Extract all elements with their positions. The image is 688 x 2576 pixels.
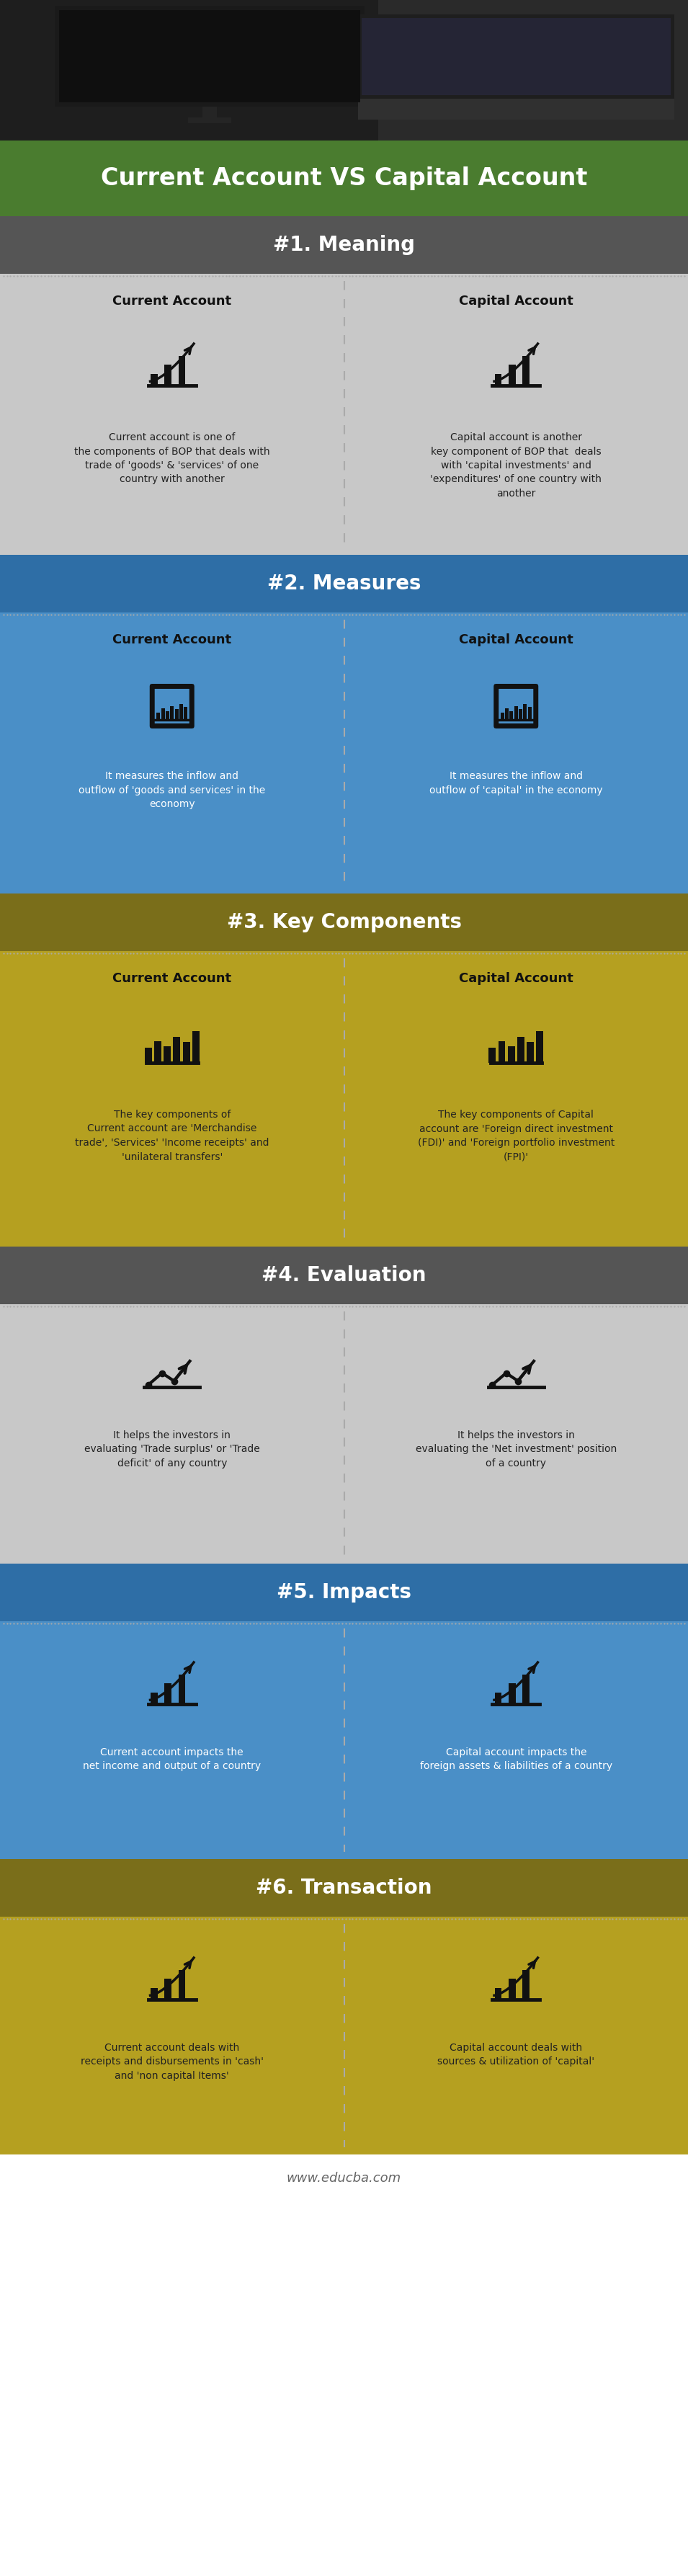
Text: Current Account: Current Account xyxy=(113,294,231,307)
Bar xyxy=(164,366,171,386)
Text: Current Account: Current Account xyxy=(113,634,231,647)
Bar xyxy=(192,1030,200,1064)
Bar xyxy=(522,1971,530,1999)
Bar xyxy=(495,1692,502,1703)
Text: Current Account: Current Account xyxy=(113,971,231,984)
Bar xyxy=(0,613,688,894)
Bar xyxy=(0,894,688,951)
Bar xyxy=(514,706,518,721)
Bar xyxy=(0,1620,688,1860)
Bar xyxy=(0,0,378,142)
Bar xyxy=(508,1682,515,1703)
Text: It measures the inflow and
outflow of 'goods and services' in the
economy: It measures the inflow and outflow of 'g… xyxy=(78,770,266,809)
Bar xyxy=(508,1978,515,1999)
Text: It helps the investors in
evaluating 'Trade surplus' or 'Trade
deficit' of any c: It helps the investors in evaluating 'Tr… xyxy=(84,1430,260,1468)
Text: #4. Evaluation: #4. Evaluation xyxy=(261,1265,427,1285)
Bar xyxy=(154,1041,161,1064)
Bar xyxy=(522,1674,530,1703)
Text: It helps the investors in
evaluating the 'Net investment' position
of a country: It helps the investors in evaluating the… xyxy=(416,1430,616,1468)
Bar xyxy=(178,355,186,386)
Bar xyxy=(0,1247,688,1303)
Bar xyxy=(175,708,178,721)
Bar xyxy=(528,706,531,721)
Bar xyxy=(0,142,688,216)
Text: #3. Key Components: #3. Key Components xyxy=(226,912,462,933)
Bar xyxy=(144,1048,152,1064)
Text: Current Account VS Capital Account: Current Account VS Capital Account xyxy=(100,167,588,191)
Bar xyxy=(164,1046,171,1064)
Bar xyxy=(164,1682,171,1703)
Bar xyxy=(151,1692,158,1703)
Text: It measures the inflow and
outflow of 'capital' in the economy: It measures the inflow and outflow of 'c… xyxy=(429,770,603,796)
Bar xyxy=(189,118,231,124)
Bar xyxy=(522,355,530,386)
Bar xyxy=(536,1030,544,1064)
Bar xyxy=(508,1046,515,1064)
Bar xyxy=(524,703,527,721)
Bar xyxy=(495,374,502,386)
Bar xyxy=(164,1978,171,1999)
Text: Capital Account: Capital Account xyxy=(459,634,573,647)
Bar xyxy=(173,1038,180,1064)
Bar xyxy=(505,708,508,721)
Bar xyxy=(495,1989,502,1999)
Text: The key components of
Current account are 'Merchandise
trade', 'Services' 'Incom: The key components of Current account ar… xyxy=(75,1110,269,1162)
Bar xyxy=(0,554,688,613)
Bar xyxy=(0,0,688,142)
Text: Capital Account: Capital Account xyxy=(459,971,573,984)
Bar xyxy=(0,951,688,1247)
Bar xyxy=(59,10,361,103)
Bar xyxy=(0,2154,688,2202)
Bar xyxy=(0,1860,688,1917)
Bar xyxy=(0,1303,688,1564)
Text: Current account impacts the
net income and output of a country: Current account impacts the net income a… xyxy=(83,1747,261,1772)
Text: Current account deals with
receipts and disbursements in 'cash'
and 'non capital: Current account deals with receipts and … xyxy=(80,2043,264,2081)
Text: Capital account deals with
sources & utilization of 'capital': Capital account deals with sources & uti… xyxy=(438,2043,594,2066)
Bar xyxy=(157,714,160,721)
Bar xyxy=(519,708,522,721)
Text: The key components of Capital
account are 'Foreign direct investment
(FDI)' and : The key components of Capital account ar… xyxy=(418,1110,614,1162)
Text: #5. Impacts: #5. Impacts xyxy=(277,1582,411,1602)
Bar xyxy=(501,714,504,721)
Bar xyxy=(184,706,187,721)
Text: www.educba.com: www.educba.com xyxy=(287,2172,401,2184)
Bar xyxy=(178,1971,186,1999)
Bar xyxy=(510,711,513,721)
Bar xyxy=(0,216,688,273)
Bar xyxy=(170,706,174,721)
Text: Current account is one of
the components of BOP that deals with
trade of 'goods': Current account is one of the components… xyxy=(74,433,270,484)
Text: #1. Meaning: #1. Meaning xyxy=(273,234,415,255)
Bar xyxy=(151,1989,158,1999)
Bar xyxy=(527,1043,534,1064)
Bar xyxy=(361,18,671,95)
Bar xyxy=(358,13,674,98)
Bar xyxy=(0,1917,688,2154)
Bar xyxy=(0,273,688,554)
Text: #2. Measures: #2. Measures xyxy=(267,574,421,592)
Bar xyxy=(161,708,164,721)
Bar xyxy=(517,1038,524,1064)
Bar xyxy=(0,1564,688,1620)
Bar xyxy=(180,703,183,721)
Text: Capital account is another
key component of BOP that  deals
with 'capital invest: Capital account is another key component… xyxy=(430,433,602,500)
Bar xyxy=(498,1041,505,1064)
Bar xyxy=(488,1048,496,1064)
Bar xyxy=(183,1043,190,1064)
Bar xyxy=(166,711,169,721)
Text: Capital account impacts the
foreign assets & liabilities of a country: Capital account impacts the foreign asse… xyxy=(420,1747,612,1772)
Bar xyxy=(55,5,365,108)
Bar xyxy=(203,108,217,118)
Bar xyxy=(178,1674,186,1703)
Text: #6. Transaction: #6. Transaction xyxy=(256,1878,432,1899)
Text: Capital Account: Capital Account xyxy=(459,294,573,307)
Bar xyxy=(151,374,158,386)
Bar xyxy=(508,366,515,386)
Bar xyxy=(358,98,674,118)
Bar xyxy=(378,0,688,142)
